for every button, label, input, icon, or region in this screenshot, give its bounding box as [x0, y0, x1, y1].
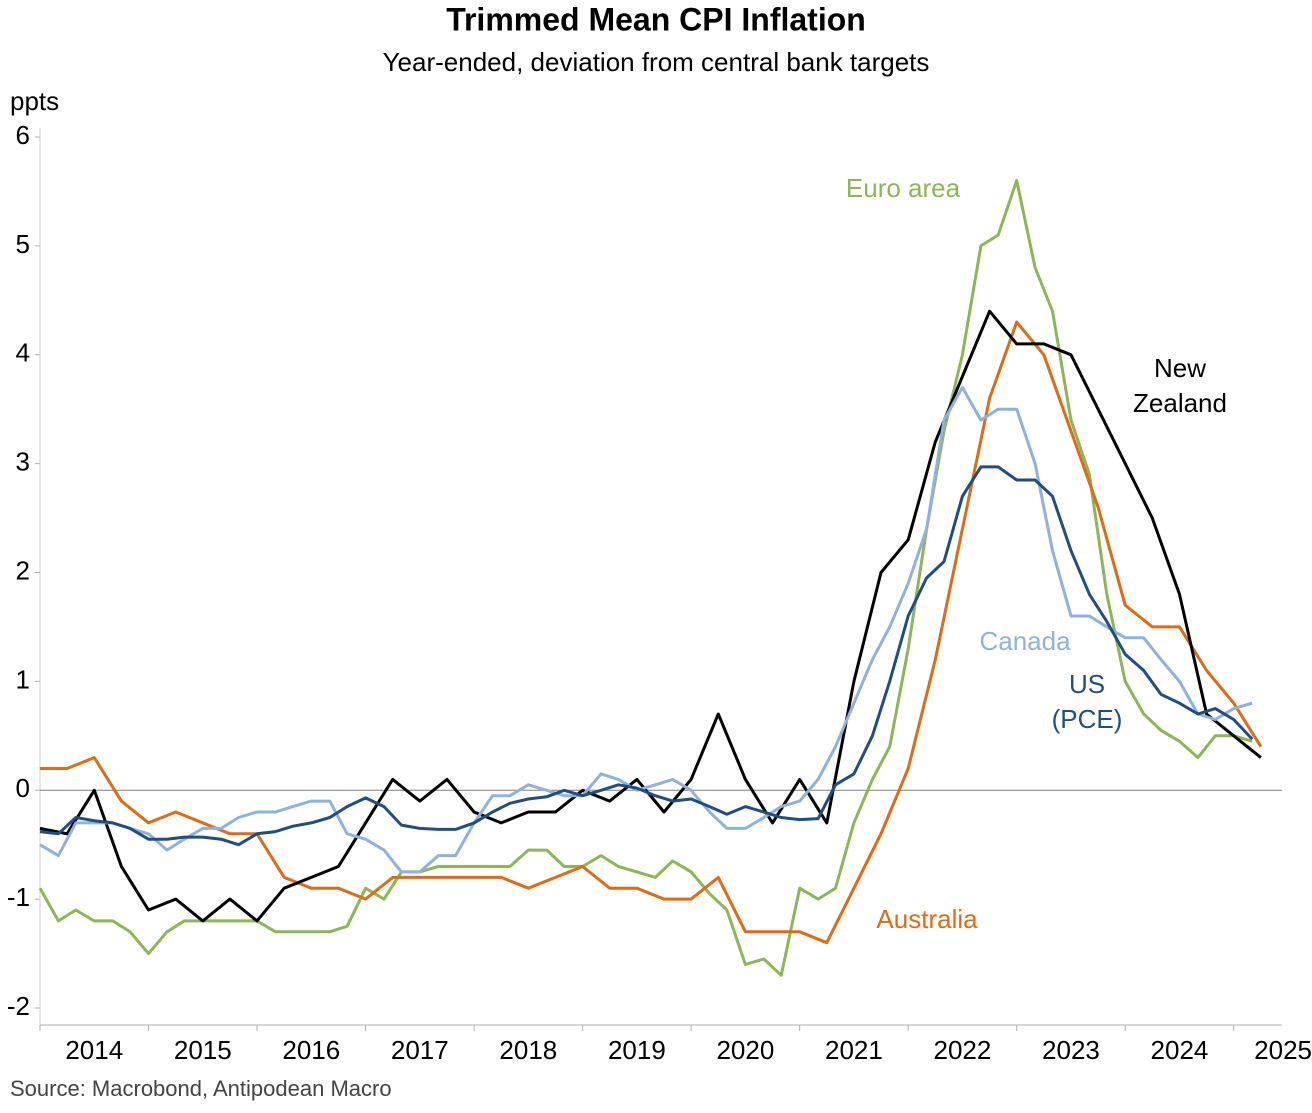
source-note: Source: Macrobond, Antipodean Macro [10, 1076, 392, 1101]
y-tick-label: -1 [7, 882, 30, 912]
series-line [39, 309, 1262, 923]
series-label: US [1069, 669, 1105, 699]
y-axis-label: ppts [10, 86, 59, 116]
x-tick-label: 2014 [65, 1035, 123, 1065]
x-tick-label: 2019 [608, 1035, 666, 1065]
series-label: Euro area [846, 173, 961, 203]
x-tick-label: 2024 [1151, 1035, 1209, 1065]
y-tick-label: -2 [7, 991, 30, 1021]
y-tick-label: 6 [16, 120, 30, 150]
y-tick-label: 2 [16, 555, 30, 585]
series-line [40, 320, 1263, 945]
series-label: Australia [876, 904, 978, 934]
x-tick-label: 2023 [1042, 1035, 1100, 1065]
series-line [38, 179, 1253, 977]
chart-subtitle: Year-ended, deviation from central bank … [383, 47, 930, 77]
y-tick-label: 1 [16, 664, 30, 694]
series-label: (PCE) [1052, 704, 1123, 734]
series-line [39, 465, 1254, 847]
series-label: New [1154, 353, 1206, 383]
y-tick-label: 5 [16, 229, 30, 259]
chart-title: Trimmed Mean CPI Inflation [446, 1, 866, 37]
x-tick-label: 2021 [825, 1035, 883, 1065]
series-label: Canada [979, 626, 1071, 656]
y-tick-label: 4 [16, 338, 30, 368]
series-label: Zealand [1133, 388, 1227, 418]
x-tick-label: 2017 [391, 1035, 449, 1065]
y-tick-label: 3 [16, 447, 30, 477]
x-tick-label: 2022 [934, 1035, 992, 1065]
series-line [39, 385, 1253, 874]
y-tick-label: 0 [16, 773, 30, 803]
x-tick-label: 2016 [282, 1035, 340, 1065]
x-tick-label: 2015 [174, 1035, 232, 1065]
x-tick-label: 2020 [716, 1035, 774, 1065]
x-tick-label: 2025 [1254, 1035, 1312, 1065]
x-tick-label: 2018 [499, 1035, 557, 1065]
